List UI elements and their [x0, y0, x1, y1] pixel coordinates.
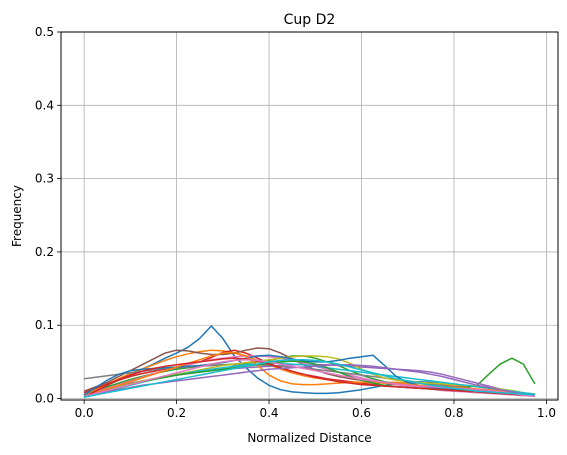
y-tick-label: 0.0	[35, 392, 54, 406]
axes	[60, 31, 559, 401]
x-axis-label: Normalized Distance	[247, 431, 371, 445]
x-ticks: 0.0 0.2 0.4 0.6 0.8 1.0	[75, 400, 556, 420]
grid	[61, 31, 558, 400]
y-tick-label: 0.4	[35, 98, 54, 112]
y-tick-label: 0.1	[35, 318, 54, 332]
y-tick-label: 0.3	[35, 172, 54, 186]
y-axis-label: Frequency	[10, 185, 24, 247]
chart-title: Cup D2	[284, 12, 336, 28]
series-line-14	[83, 357, 535, 398]
x-tick-label: 0.4	[259, 406, 278, 420]
series-group	[83, 325, 536, 398]
x-tick-label: 1.0	[537, 406, 556, 420]
plot-frame	[60, 31, 559, 401]
x-tick-label: 0.2	[167, 406, 186, 420]
y-tick-label: 0.2	[35, 245, 54, 259]
y-ticks: 0.0 0.1 0.2 0.3 0.4 0.5	[35, 25, 61, 406]
x-tick-label: 0.8	[444, 406, 463, 420]
x-tick-label: 0.0	[75, 406, 94, 420]
x-tick-label: 0.6	[352, 406, 371, 420]
y-tick-label: 0.5	[35, 25, 54, 39]
series-line-17	[83, 358, 535, 398]
